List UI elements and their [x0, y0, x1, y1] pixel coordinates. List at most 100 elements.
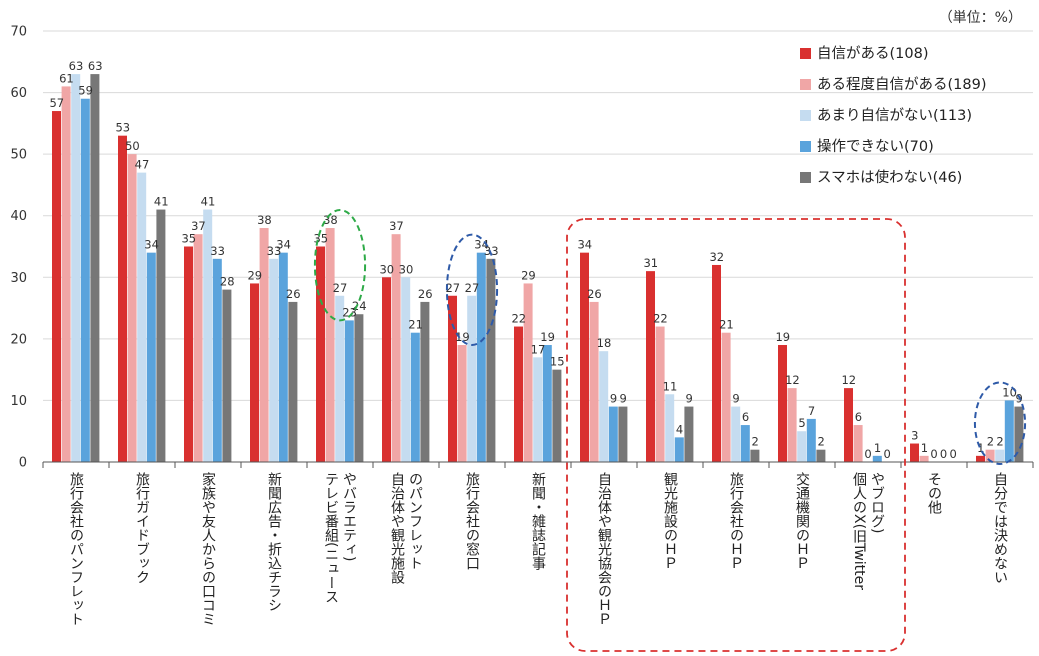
value-label: 29 [521, 268, 536, 282]
bar [448, 295, 457, 462]
y-tick-label: 30 [10, 271, 27, 286]
value-label: 28 [220, 275, 235, 289]
value-label: 57 [49, 96, 64, 110]
bar [193, 234, 203, 462]
value-label: 0 [884, 447, 891, 461]
bar [674, 437, 684, 462]
annotations [313, 209, 1027, 652]
bars [52, 74, 1024, 463]
y-tick-label: 70 [10, 25, 27, 40]
bar [985, 449, 995, 462]
category-labels: 旅行会社のパンフレット 旅行ガイドブック 家族や友人からの口コミ 新聞広告・折込チラシ… [68, 471, 1008, 626]
legend-label: 自信がある(108) [817, 45, 929, 62]
legend-label: ある程度自信がある(189) [817, 76, 987, 93]
annotation-ellipse [313, 209, 367, 322]
bar [618, 406, 628, 462]
category-label: 自分では決めない [992, 472, 1008, 584]
value-label: 2 [996, 435, 1003, 449]
bar [684, 406, 694, 462]
bar [80, 98, 90, 462]
bar [316, 246, 325, 462]
value-label: 50 [125, 139, 140, 153]
value-label: 6 [742, 410, 749, 424]
legend-swatch [800, 110, 811, 121]
y-tick-label: 60 [10, 86, 27, 101]
value-label: 9 [732, 392, 739, 406]
bar [278, 252, 288, 462]
value-label: 33 [484, 244, 499, 258]
bar [655, 326, 665, 462]
bar [599, 351, 609, 462]
category-label: 新聞・雑誌記事 [530, 472, 546, 570]
value-label: 12 [785, 373, 800, 387]
bar [382, 277, 391, 462]
value-label: 26 [587, 287, 602, 301]
bar [269, 258, 279, 462]
value-label: 59 [78, 84, 93, 98]
value-label: 9 [620, 392, 627, 406]
value-label: 0 [864, 447, 871, 461]
bar [127, 154, 137, 462]
bar [976, 455, 985, 462]
bar [90, 74, 100, 462]
bar [410, 332, 420, 462]
bar [486, 258, 496, 462]
value-label: 30 [399, 262, 414, 276]
bar [259, 228, 269, 462]
value-label: 30 [379, 262, 394, 276]
value-label: 32 [709, 250, 724, 264]
value-label: 24 [352, 299, 367, 313]
bar [533, 357, 543, 462]
annotation-ellipse [973, 381, 1027, 466]
bar [721, 332, 731, 462]
category-label: 旅行会社の窓口 [464, 472, 480, 570]
bar [325, 228, 335, 462]
bar [288, 301, 298, 462]
bar [1014, 406, 1024, 462]
value-label: 5 [798, 416, 805, 430]
value-label: 53 [115, 121, 130, 135]
value-label: 21 [408, 318, 423, 332]
value-label: 2 [818, 435, 825, 449]
category-label: 自治体や観光協会のＨＰ [596, 472, 612, 626]
category-label: 個人のX(旧Twitter [851, 472, 867, 590]
value-label: 34 [474, 238, 489, 252]
category-label: その他 [926, 472, 942, 515]
bar [514, 326, 523, 462]
bar [523, 283, 533, 462]
bar [712, 264, 721, 462]
category-label: のパンフレット [407, 472, 423, 570]
bar [608, 406, 618, 462]
bar [61, 86, 71, 463]
value-label: 33 [267, 244, 282, 258]
bar [787, 388, 797, 462]
value-label: 31 [643, 256, 658, 270]
value-label: 37 [191, 219, 206, 233]
bar [344, 320, 354, 462]
bar [335, 295, 345, 462]
value-label: 29 [247, 268, 262, 282]
bar [467, 295, 477, 462]
y-tick-label: 0 [19, 456, 27, 471]
legend-label: あまり自信がない(113) [817, 107, 972, 124]
y-tick-label: 40 [10, 209, 27, 224]
bar [778, 345, 787, 462]
value-label: 26 [418, 287, 433, 301]
bar [919, 455, 929, 462]
bar [203, 209, 213, 462]
bar [118, 135, 127, 462]
legend-swatch [800, 172, 811, 183]
value-label: 27 [333, 281, 348, 295]
bar [137, 172, 147, 462]
category-label: 家族や友人からの口コミ [200, 471, 216, 626]
category-label: やブログ) [869, 472, 885, 533]
legend-label: スマホは使わない(46) [817, 169, 962, 186]
bar [740, 425, 750, 462]
bar [146, 252, 156, 462]
value-label: 18 [597, 336, 612, 350]
y-tick-label: 50 [10, 148, 27, 163]
value-label: 27 [465, 281, 480, 295]
value-label: 63 [69, 59, 84, 73]
value-label: 22 [511, 312, 526, 326]
